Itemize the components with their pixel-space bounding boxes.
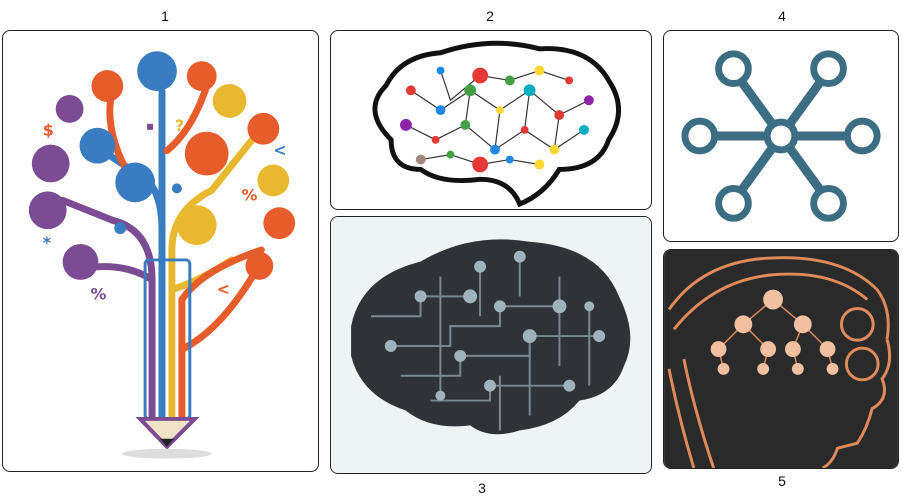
icon-circles	[28, 51, 296, 280]
svg-text:?: ?	[175, 116, 184, 135]
pencil-idea-tree-illustration: $ ? % % < < *	[28, 51, 296, 459]
hub-node-network-icon	[681, 50, 881, 222]
svg-text:$: $	[43, 121, 54, 140]
svg-text:%: %	[90, 285, 106, 304]
image-panel-4[interactable]	[663, 30, 899, 242]
circuit-brain-illustration	[331, 217, 651, 473]
image-panel-5[interactable]	[663, 249, 899, 469]
head-neural-network-illustration	[664, 250, 898, 468]
image-panel-3[interactable]	[330, 216, 652, 474]
panel-label-3: 3	[478, 480, 486, 496]
svg-text:*: *	[43, 233, 51, 252]
panel-label-4: 4	[778, 8, 786, 24]
panel-label-2: 2	[486, 8, 494, 24]
panel-label-1: 1	[161, 8, 169, 24]
svg-text:<: <	[273, 141, 286, 160]
image-panel-2[interactable]	[330, 30, 652, 210]
panel-label-5: 5	[778, 473, 786, 489]
svg-text:<: <	[217, 280, 230, 299]
brain-network-illustration	[372, 40, 621, 208]
image-panel-1[interactable]: $ ? % % < < *	[2, 30, 319, 472]
svg-text:%: %	[241, 185, 257, 204]
